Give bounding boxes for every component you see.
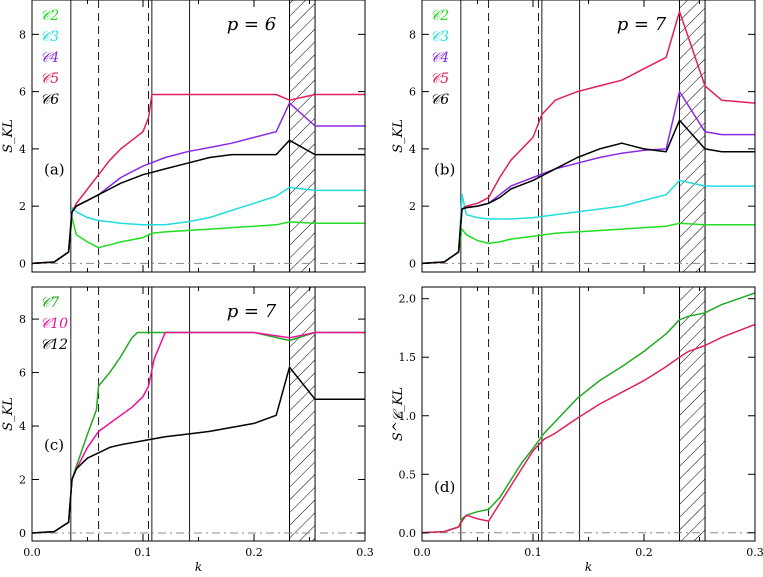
panel-a: 0 2 4 6 8 S_KL (a) p = 6 𝒞2 𝒞3 𝒞4 𝒞5 𝒞6 — [1, 0, 366, 273]
y-axis-label: S_KL — [391, 119, 406, 153]
y-tick-label: 1.5 — [399, 351, 417, 364]
y-tick-label: 2 — [409, 200, 416, 213]
series-line-2 — [422, 179, 755, 265]
series-line-5 — [422, 119, 755, 265]
panel-label: (a) — [44, 161, 65, 179]
hatched-band — [289, 286, 316, 542]
panel-label: (b) — [434, 161, 455, 179]
legend-entry: 𝒞2 — [40, 8, 59, 24]
annotation: p = 7 — [617, 14, 667, 35]
series-line-5 — [32, 139, 365, 265]
legend-entry: 𝒞10 — [40, 316, 68, 332]
series-line-1 — [32, 216, 365, 265]
y-tick-label: 4 — [19, 143, 26, 156]
y-tick-label: 4 — [19, 420, 26, 433]
series-line-2 — [422, 323, 755, 534]
y-tick-label: 6 — [409, 86, 416, 99]
y-tick-label: 4 — [409, 143, 416, 156]
y-tick-label: 8 — [19, 28, 26, 41]
legend-entry: 𝒞4 — [430, 50, 449, 66]
series-line-1 — [422, 222, 755, 265]
x-tick-label: 0.0 — [23, 546, 41, 559]
legend-entry: 𝒞7 — [40, 295, 59, 311]
x-tick-label: 0.1 — [524, 546, 542, 559]
legend-entry: 𝒞5 — [430, 71, 449, 87]
hatched-band — [679, 286, 706, 542]
panel-label: (c) — [44, 436, 64, 454]
hatched-band — [289, 0, 316, 273]
legend-entry: 𝒞4 — [40, 50, 59, 66]
y-tick-label: 6 — [19, 367, 26, 380]
x-tick-label: 0.3 — [746, 546, 763, 559]
series-group — [422, 292, 755, 534]
legend-entry: 𝒞3 — [430, 29, 449, 45]
legend-entry: 𝒞5 — [40, 71, 59, 87]
y-tick-label: 6 — [19, 86, 26, 99]
series-group — [422, 10, 755, 265]
panel-c: 0 2 4 6 8 0.0 0.1 0.2 0.3 k S_KL (c) p = 7 𝒞7 𝒞10 𝒞12 — [1, 286, 374, 574]
legend-entry: 𝒞12 — [40, 337, 68, 353]
x-axis-label: k — [195, 560, 202, 574]
y-tick-label: 0 — [19, 257, 26, 270]
y-tick-label: 8 — [409, 28, 416, 41]
x-tick-label: 0.1 — [134, 546, 152, 559]
y-axis-label: S_KL — [1, 119, 16, 153]
legend-entry: 𝒞2 — [430, 8, 449, 24]
y-axis-label: S^𝒞_KL — [391, 387, 406, 441]
y-tick-label: 1.0 — [399, 410, 417, 423]
y-tick-label: 0.0 — [399, 527, 417, 540]
y-tick-label: 0 — [19, 527, 26, 540]
series-group — [32, 331, 365, 534]
hatched-band — [679, 0, 706, 273]
x-tick-label: 0.2 — [635, 546, 653, 559]
panel-b: 0 2 4 6 8 S_KL (b) p = 7 𝒞2 𝒞3 𝒞4 𝒞5 𝒞6 — [391, 0, 756, 273]
x-tick-label: 0.2 — [245, 546, 263, 559]
x-axis-label: k — [585, 560, 592, 574]
panel-label: (d) — [434, 478, 455, 496]
annotation: p = 6 — [227, 14, 277, 35]
x-tick-label: 0.3 — [356, 546, 374, 559]
y-tick-label: 2.0 — [399, 293, 417, 306]
legend-entry: 𝒞6 — [430, 92, 449, 108]
series-line-3 — [32, 366, 365, 534]
y-tick-label: 0 — [409, 257, 416, 270]
annotation: p = 7 — [227, 301, 277, 322]
y-tick-label: 2 — [19, 200, 26, 213]
x-tick-label: 0.0 — [413, 546, 431, 559]
legend-entry: 𝒞6 — [40, 92, 59, 108]
y-axis-label: S_KL — [1, 397, 16, 431]
legend-entry: 𝒞3 — [40, 29, 59, 45]
y-tick-label: 0.5 — [399, 468, 417, 481]
series-line-2 — [32, 186, 365, 265]
y-tick-label: 2 — [19, 474, 26, 487]
panel-d: 0.0 0.5 1.0 1.5 2.0 0.0 0.1 0.2 0.3 k S^𝒞_KL (d) — [391, 286, 763, 574]
series-line-4 — [32, 93, 365, 265]
series-group — [32, 93, 365, 265]
y-tick-label: 8 — [19, 313, 26, 326]
